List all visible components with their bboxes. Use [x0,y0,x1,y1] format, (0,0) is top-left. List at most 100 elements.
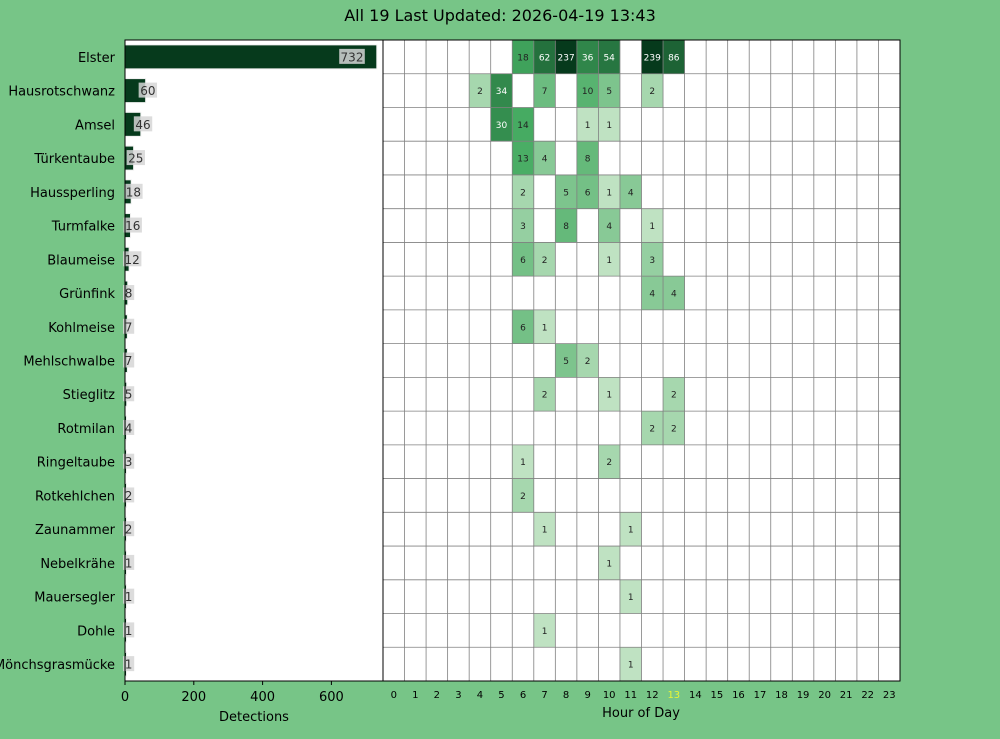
bar-value-label: 5 [125,388,133,402]
heatmap-cell [512,242,534,277]
heatmap-cell [663,276,685,310]
hour-tick-label: 10 [603,690,616,701]
bar-value-label: 2 [125,523,133,537]
heatmap-cell-value: 1 [585,121,591,131]
heatmap-cell [641,276,664,310]
heatmap-cell [469,73,491,108]
heatmap-cell [619,647,642,681]
heatmap-cell [663,411,685,445]
heatmap-cell-value: 13 [517,155,528,165]
category-label: Hausrotschwanz [8,85,115,100]
heatmap-cell-value: 5 [563,357,569,367]
heatmap-cell-value: 4 [671,290,677,300]
heatmap-panel: 18 62 237 36 54 239 862 34 7 10 5 230 14 1 113 4 82 5 6 1 43… [383,40,900,721]
heatmap-cell-value: 14 [517,121,529,131]
heatmap-cell [576,141,599,175]
bar-value-label: 7 [125,320,133,334]
bar-x-tick-label: 0 [121,690,129,705]
heatmap-cell-value: 2 [671,424,677,434]
heatmap-cell-value: 5 [563,188,569,198]
heatmap-cell [641,242,664,277]
heatmap-cell [490,73,513,108]
bar-plot-area [125,40,383,681]
heatmap-cell-value: 2 [542,391,548,401]
category-label: Grünfink [59,287,115,302]
bar-x-ticks: 0 200 400 600 [121,681,344,705]
hour-tick-label: 5 [498,690,504,701]
heatmap-cell-value: 30 [496,121,508,131]
heatmap-cell-value: 1 [542,627,548,637]
heatmap-cell [641,208,664,243]
hour-tick-label: 6 [520,690,526,701]
heatmap-cell-value: 6 [520,323,526,333]
heatmap-cell [512,107,534,142]
bar-value-box [123,352,135,368]
category-label: Mönchsgrasmücke [0,658,115,673]
heatmap-cell-value: 1 [542,323,548,333]
heatmap-cell [576,174,599,209]
bar-value-label: 7 [125,354,133,368]
hour-tick-label: 7 [541,690,547,701]
bar-value-box [123,554,135,570]
heatmap-cell [598,174,620,209]
heatmap-cell [555,343,577,378]
heatmap-cell-value: 1 [520,458,526,468]
heatmap-cell-value: 1 [606,391,612,401]
heatmap-cell [598,73,620,108]
heatmap-cell-value: 1 [606,559,612,569]
hour-tick-label: 11 [624,690,637,701]
heatmap-cell [512,309,534,344]
heatmap-cell-value: 1 [628,593,634,603]
heatmap-cell [555,174,577,209]
heatmap-cell-value: 2 [606,458,612,468]
bar-value-label: 732 [341,50,364,64]
heatmap-cell [512,208,534,243]
heatmap-cell [663,40,685,74]
bar-value-box [339,48,365,64]
bar-value-label: 1 [125,658,133,672]
heatmap-cell-value: 237 [558,53,575,63]
heatmap-cell-value: 3 [649,256,655,266]
hour-tick-label: 19 [797,690,810,701]
bar-value-box [123,453,135,469]
bar-value-box [123,386,135,402]
heatmap-cell [641,411,664,445]
bar-value-label: 1 [125,590,133,604]
hour-tick-label: 17 [754,690,767,701]
bar-value-box [123,217,142,233]
heatmap-cell-value: 6 [520,256,526,266]
category-label: Rotkehlchen [35,489,115,504]
hour-tick-label: 12 [646,690,659,701]
bar-value-label: 18 [126,185,141,199]
heatmap-cell [533,141,556,175]
hour-tick-label: 9 [584,690,590,701]
category-label: Türkentaube [33,152,115,167]
hour-tick-label: 21 [840,690,853,701]
bar-value-label: 1 [125,556,133,570]
heatmap-cell-value: 86 [668,53,680,63]
heatmap-cell [576,107,599,142]
bars: 732 60 46 25 18 16 12 8 7 7 5 4 3 2 2 1 1 1 1 [123,44,378,677]
heatmap-cell [619,174,642,209]
bar-value-label: 25 [128,152,143,166]
heatmap-cell [619,579,642,614]
bar-panel: Elster Hausrotschwanz Amsel Türkentaube Haus… [0,40,383,725]
heatmap-cell [598,107,620,142]
heatmap-cell [555,40,577,74]
heatmap-cell [598,242,620,277]
heatmap-cell-value: 18 [517,53,529,63]
heatmap-cell [641,40,664,74]
heatmap-cell [598,444,620,479]
bar-value-label: 46 [135,118,150,132]
heatmap-cell-value: 6 [585,188,591,198]
heatmap-cell-value: 2 [585,357,591,367]
heatmap-cell-value: 1 [606,121,612,131]
category-label: Ringeltaube [37,456,115,471]
heatmap-cell [641,73,664,108]
bar-value-box [138,82,158,98]
category-label: Blaumeise [47,253,115,268]
hour-tick-label: 3 [455,690,461,701]
heatmap-cell-value: 8 [563,222,569,232]
hour-tick-label: 22 [861,690,874,701]
bar-value-label: 4 [125,421,133,435]
